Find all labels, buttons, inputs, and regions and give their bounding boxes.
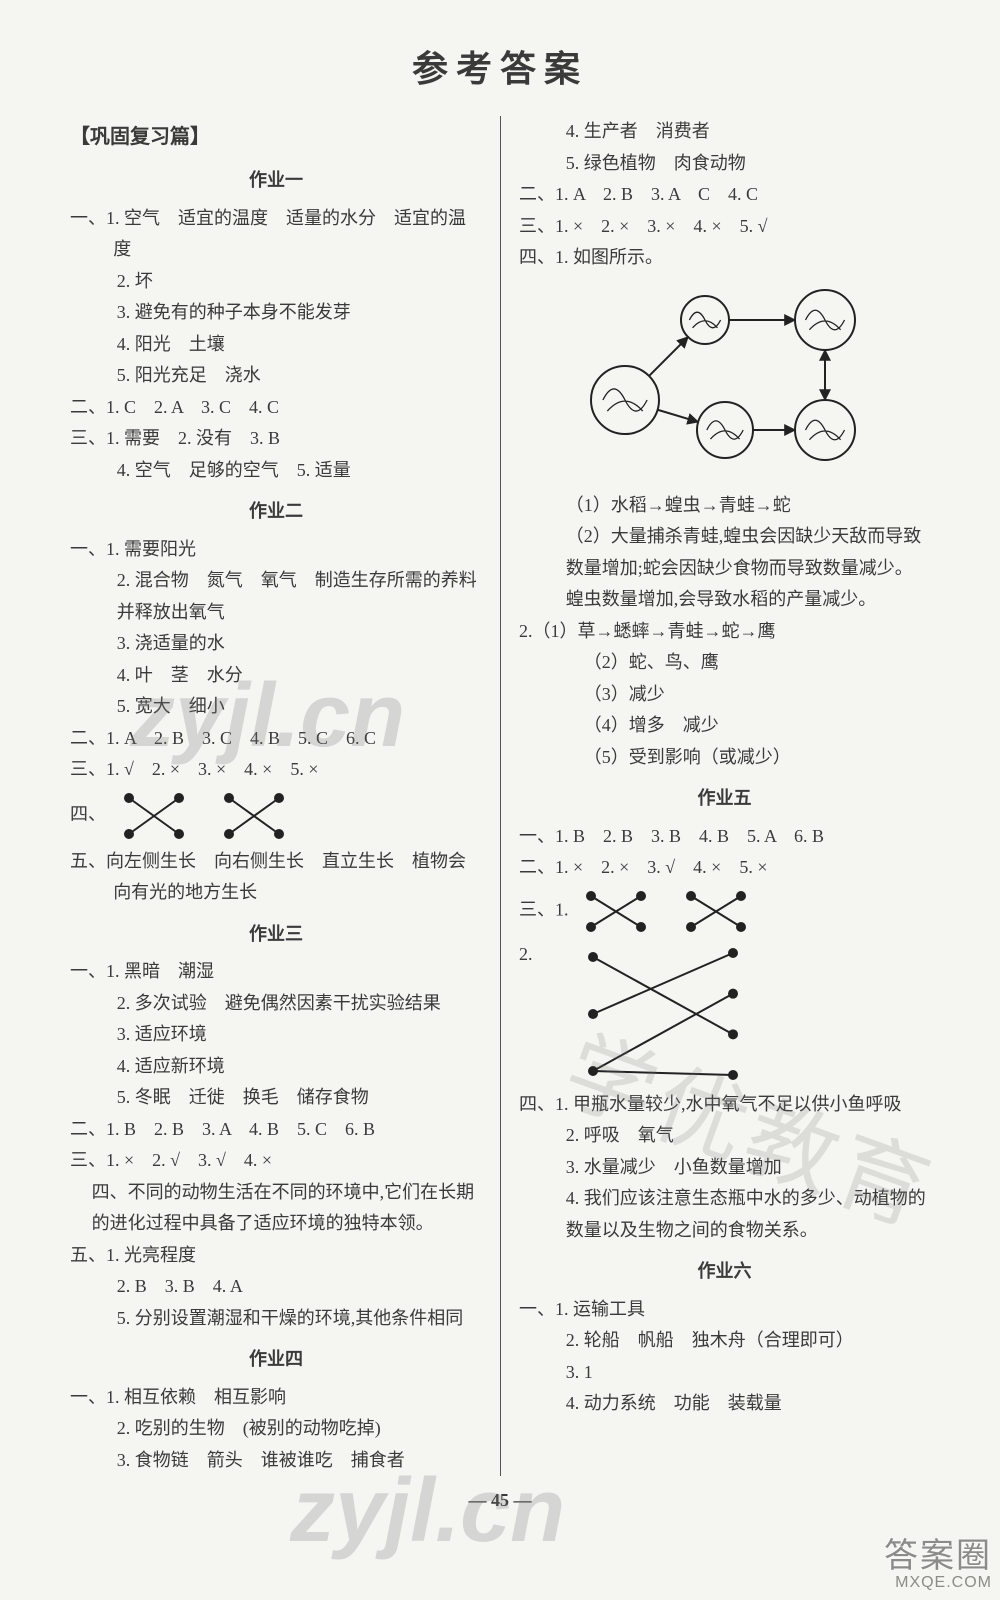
text-line: 三、1. × 2. × 3. × 4. × 5. √ [519,211,930,243]
connection-diagram [581,884,751,939]
text-line: 一、1. 相互依赖 相互影响 [70,1382,482,1414]
text-line: 一、1. 空气 适宜的温度 适量的水分 适宜的温度 [70,203,482,266]
text-line: 3. 浇适量的水 [70,628,482,660]
text-line: 5. 绿色植物 肉食动物 [519,148,930,180]
text-line: 5. 宽大 细小 [70,691,482,723]
text-line: 四、不同的动物生活在不同的环境中,它们在长期的进化过程中具备了适应环境的独特本领… [70,1177,482,1240]
left-column: 【巩固复习篇】 作业一 一、1. 空气 适宜的温度 适量的水分 适宜的温度 2.… [70,116,500,1476]
text-line: 三、1. √ 2. × 3. × 4. × 5. × [70,754,482,786]
text-line: 3. 避免有的种子本身不能发芽 [70,297,482,329]
corner-brand: 答案圈 MXQE.COM [822,1540,992,1592]
text-line: 3. 1 [519,1357,930,1389]
text-line: 三、1. × 2. √ 3. √ 4. × [70,1145,482,1177]
label: 三、1. [519,899,569,919]
text-line: 一、1. 需要阳光 [70,534,482,566]
text-line: 二、1. C 2. A 3. C 4. C [70,392,482,424]
label: 2. [519,939,566,971]
text-line: 4. 适应新环境 [70,1051,482,1083]
text-line: 2. B 3. B 4. A [70,1271,482,1303]
text-line: 3. 水量减少 小鱼数量增加 [519,1152,930,1184]
text-line: 五、1. 光亮程度 [70,1240,482,1272]
text-line: 二、1. × 2. × 3. √ 4. × 5. × [519,852,930,884]
text-line: 2. 多次试验 避免偶然因素干扰实验结果 [70,988,482,1020]
connection-row: 四、 [70,786,482,846]
connection-row: 2. [519,939,930,1089]
food-web-diagram [575,280,875,480]
hw2-heading: 作业二 [70,496,482,528]
text-line: 4. 空气 足够的空气 5. 适量 [70,455,482,487]
text-line: 一、1. B 2. B 3. B 4. B 5. A 6. B [519,821,930,853]
text-line: 2. 轮船 帆船 独木舟（合理即可） [519,1325,930,1357]
hw6-heading: 作业六 [519,1256,930,1288]
text-line: 4. 我们应该注意生态瓶中水的多少、动植物的数量以及生物之间的食物关系。 [519,1183,930,1246]
brand-text: 答案圈 [822,1540,992,1574]
text-line: 5. 冬眠 迁徙 换毛 储存食物 [70,1082,482,1114]
text-line: 3. 适应环境 [70,1019,482,1051]
hw3-heading: 作业三 [70,919,482,951]
text-line: 5. 阳光充足 浇水 [70,360,482,392]
connection-row: 三、1. [519,884,930,939]
text-line: 五、向左侧生长 向右侧生长 直立生长 植物会向有光的地方生长 [70,846,482,909]
connection-diagram [119,786,289,846]
text-line: 2. 呼吸 氧气 [519,1120,930,1152]
text-line: 3. 食物链 箭头 谁被谁吃 捕食者 [70,1445,482,1477]
text-line: 4. 阳光 土壤 [70,329,482,361]
text-line: （4）增多 减少 [519,710,930,742]
text-line: 二、1. A 2. B 3. A C 4. C [519,179,930,211]
text-line: 4. 叶 茎 水分 [70,660,482,692]
text-line: 4. 动力系统 功能 装载量 [519,1388,930,1420]
text-line: （1）水稻→蝗虫→青蛙→蛇 [519,490,930,522]
text-line: 2. 吃别的生物 (被别的动物吃掉) [70,1413,482,1445]
text-line: （2）大量捕杀青蛙,蝗虫会因缺少天敌而导致数量增加;蛇会因缺少食物而导致数量减少… [519,521,930,616]
text-line: 三、1. 需要 2. 没有 3. B [70,423,482,455]
text-line: （5）受到影响（或减少） [519,742,930,774]
text-line: （3）减少 [519,679,930,711]
text-line: 一、1. 黑暗 潮湿 [70,956,482,988]
text-line: 2. 坏 [70,266,482,298]
text-line: 5. 分别设置潮湿和干燥的环境,其他条件相同 [70,1303,482,1335]
text-line: 4. 生产者 消费者 [519,116,930,148]
connection-diagram [578,939,748,1089]
text-line: （2）蛇、鸟、鹰 [519,647,930,679]
text-line: 二、1. A 2. B 3. C 4. B 5. C 6. C [70,723,482,755]
hw1-heading: 作业一 [70,165,482,197]
text-line: 四、1. 如图所示。 [519,242,930,274]
text-line: 二、1. B 2. B 3. A 4. B 5. C 6. B [70,1114,482,1146]
brand-url: MXQE.COM [822,1574,992,1592]
hw5-heading: 作业五 [519,783,930,815]
text-line: 四、1. 甲瓶水量较少,水中氧气不足以供小鱼呼吸 [519,1089,930,1121]
page-number: — 45 — [70,1490,930,1511]
hw4-heading: 作业四 [70,1344,482,1376]
text-line: 2. 混合物 氮气 氧气 制造生存所需的养料并释放出氧气 [70,565,482,628]
label: 四、 [70,804,106,824]
main-title: 参考答案 [70,40,930,92]
text-line: 一、1. 运输工具 [519,1294,930,1326]
right-column: 4. 生产者 消费者 5. 绿色植物 肉食动物 二、1. A 2. B 3. A… [500,116,930,1476]
section-heading: 【巩固复习篇】 [70,120,482,155]
text-line: 2.（1）草→蟋蟀→青蛙→蛇→鹰 [519,616,930,648]
